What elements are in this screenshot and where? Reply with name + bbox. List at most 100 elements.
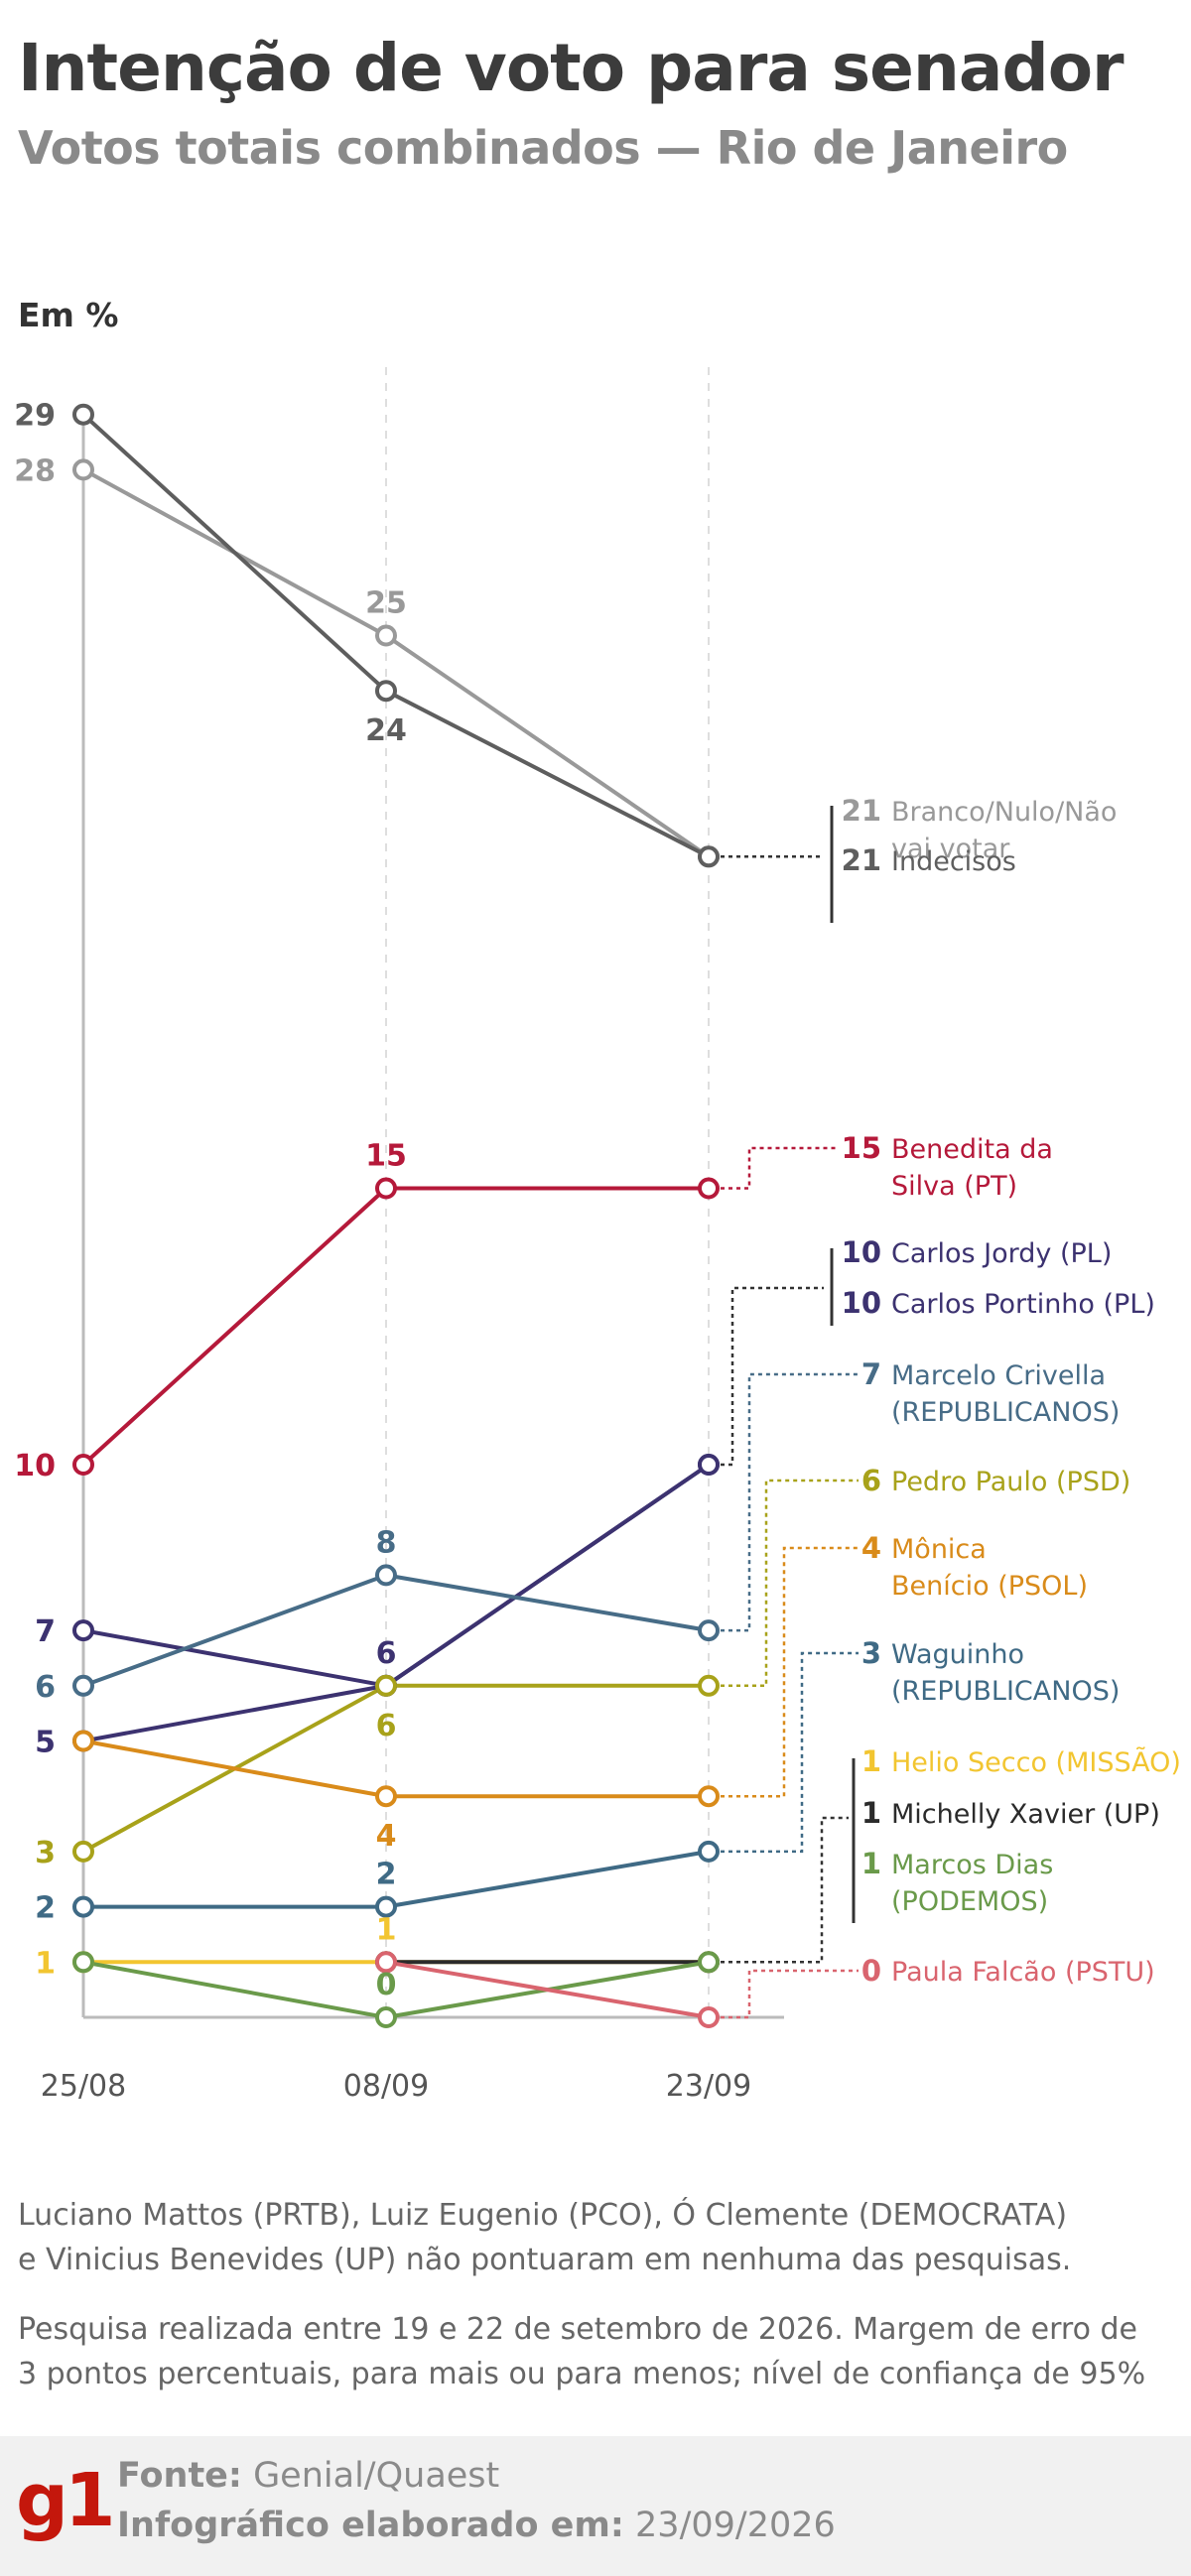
methodology-line-2: 3 pontos percentuais, para mais ou para … — [18, 2357, 1146, 2391]
end-label-value: 3 — [861, 1636, 881, 1670]
end-label-name: Michelly Xavier (UP) — [891, 1799, 1160, 1830]
data-label: 7 — [35, 1614, 56, 1649]
leader-line — [721, 1372, 859, 1632]
not-scored-line-1: Luciano Mattos (PRTB), Luiz Eugenio (PCO… — [18, 2198, 1068, 2233]
data-point-1 — [375, 680, 397, 703]
series-line-3 — [81, 1628, 388, 1688]
data-point-0 — [375, 624, 397, 647]
data-point-11 — [698, 1951, 720, 1974]
series-line-5 — [384, 1573, 711, 1633]
end-label-name: Paula Falcão (PSTU) — [891, 1957, 1155, 1988]
data-label: 2 — [376, 1858, 397, 1892]
unit-label: Em % — [18, 296, 119, 334]
series-line-8 — [384, 1849, 711, 1909]
source-label: Fonte: — [117, 2456, 242, 2496]
data-label: 24 — [365, 713, 407, 748]
leader-line — [721, 1286, 824, 1467]
data-point-6 — [375, 1674, 397, 1697]
end-label-value: 1 — [861, 1847, 881, 1880]
data-point-2 — [375, 1177, 397, 1200]
leader-line — [721, 1546, 859, 1798]
series-line-12 — [384, 1960, 711, 2019]
g1-logo: g1 — [16, 2458, 115, 2543]
data-point-2 — [698, 1177, 720, 1200]
data-point-1 — [698, 845, 720, 868]
data-point-8 — [375, 1895, 397, 1918]
chart-subtitle: Votos totais combinados — Rio de Janeiro — [18, 121, 1068, 175]
series-line-5 — [81, 1573, 388, 1688]
series-line-7 — [81, 1739, 388, 1799]
end-label-value: 1 — [861, 1744, 881, 1778]
data-point-7 — [698, 1785, 720, 1808]
data-label: 3 — [35, 1836, 56, 1870]
end-label-value: 0 — [861, 1954, 881, 1988]
source-line: Fonte: Genial/Quaest — [117, 2456, 499, 2496]
data-point-6 — [72, 1840, 94, 1863]
methodology-note: Pesquisa realizada entre 19 e 22 de sete… — [18, 2307, 1169, 2396]
series-line-1 — [384, 689, 711, 859]
leader-line — [721, 1651, 859, 1854]
series-line-4 — [81, 1683, 388, 1743]
made-value: 23/09/2026 — [635, 2506, 836, 2545]
data-point-6 — [698, 1674, 720, 1697]
series-line-4 — [384, 1463, 711, 1688]
not-scored-note: Luciano Mattos (PRTB), Luiz Eugenio (PCO… — [18, 2193, 1169, 2282]
end-label-value: 4 — [861, 1531, 881, 1565]
end-label-value: 15 — [842, 1131, 881, 1165]
data-label: 0 — [376, 1968, 397, 2002]
data-label: 6 — [376, 1709, 397, 1743]
end-label-name: Carlos Portinho (PL) — [891, 1289, 1155, 1320]
end-label-value: 6 — [861, 1464, 881, 1497]
data-label: 15 — [365, 1139, 407, 1174]
series-line-2 — [81, 1186, 388, 1467]
data-point-2 — [72, 1454, 94, 1476]
x-tick-label: 08/09 — [343, 2069, 429, 2104]
x-tick-label: 25/08 — [41, 2069, 126, 2104]
data-label: 10 — [14, 1449, 56, 1483]
end-label-value: 10 — [842, 1235, 881, 1269]
end-label-value: 21 — [842, 794, 881, 828]
end-label-name: (REPUBLICANOS) — [891, 1397, 1120, 1428]
data-point-11 — [72, 1951, 94, 1974]
leader-line — [721, 1479, 859, 1688]
data-point-12 — [698, 2006, 720, 2028]
data-label: 28 — [14, 453, 56, 488]
footer: g1 Fonte: Genial/Quaest Infográfico elab… — [0, 2436, 1191, 2576]
end-label-name: vai votar — [891, 834, 1010, 864]
leader-line — [721, 1969, 859, 2019]
end-label-value: 10 — [842, 1286, 881, 1320]
end-label-name: (REPUBLICANOS) — [891, 1676, 1120, 1707]
data-label: 29 — [14, 399, 56, 434]
data-point-8 — [72, 1895, 94, 1918]
end-label-name: Waguinho — [891, 1639, 1024, 1670]
end-label-name: Branco/Nulo/Não — [891, 797, 1117, 828]
made-line: Infográfico elaborado em: 23/09/2026 — [117, 2506, 836, 2545]
data-label: 2 — [35, 1891, 56, 1926]
end-label-name: Indecisos — [891, 846, 1016, 877]
data-label: 5 — [35, 1726, 56, 1760]
end-label-value: 21 — [842, 843, 881, 877]
data-label: 25 — [365, 586, 407, 621]
leader-line — [721, 1146, 839, 1190]
series-line-11 — [81, 1960, 388, 2019]
data-point-1 — [72, 403, 94, 426]
source-value: Genial/Quaest — [253, 2456, 500, 2496]
methodology-line-1: Pesquisa realizada entre 19 e 22 de sete… — [18, 2312, 1137, 2347]
data-label: 1 — [376, 1912, 397, 1947]
end-label-name: Carlos Jordy (PL) — [891, 1238, 1112, 1269]
data-point-5 — [72, 1674, 94, 1697]
series-line-0 — [384, 633, 711, 859]
data-point-7 — [375, 1785, 397, 1808]
end-label-value: 1 — [861, 1796, 881, 1830]
end-label-name: Benedita da — [891, 1134, 1053, 1165]
data-point-11 — [375, 2006, 397, 2028]
end-label-name: Benício (PSOL) — [891, 1571, 1088, 1602]
data-point-3 — [72, 1619, 94, 1642]
data-point-4 — [698, 1454, 720, 1476]
data-label: 6 — [35, 1670, 56, 1705]
chart-title: Intenção de voto para senador — [18, 30, 1125, 106]
leader-line — [721, 1816, 849, 1964]
end-label-name: Marcos Dias — [891, 1850, 1053, 1880]
data-label: 4 — [376, 1819, 397, 1854]
x-tick-label: 23/09 — [666, 2069, 751, 2104]
